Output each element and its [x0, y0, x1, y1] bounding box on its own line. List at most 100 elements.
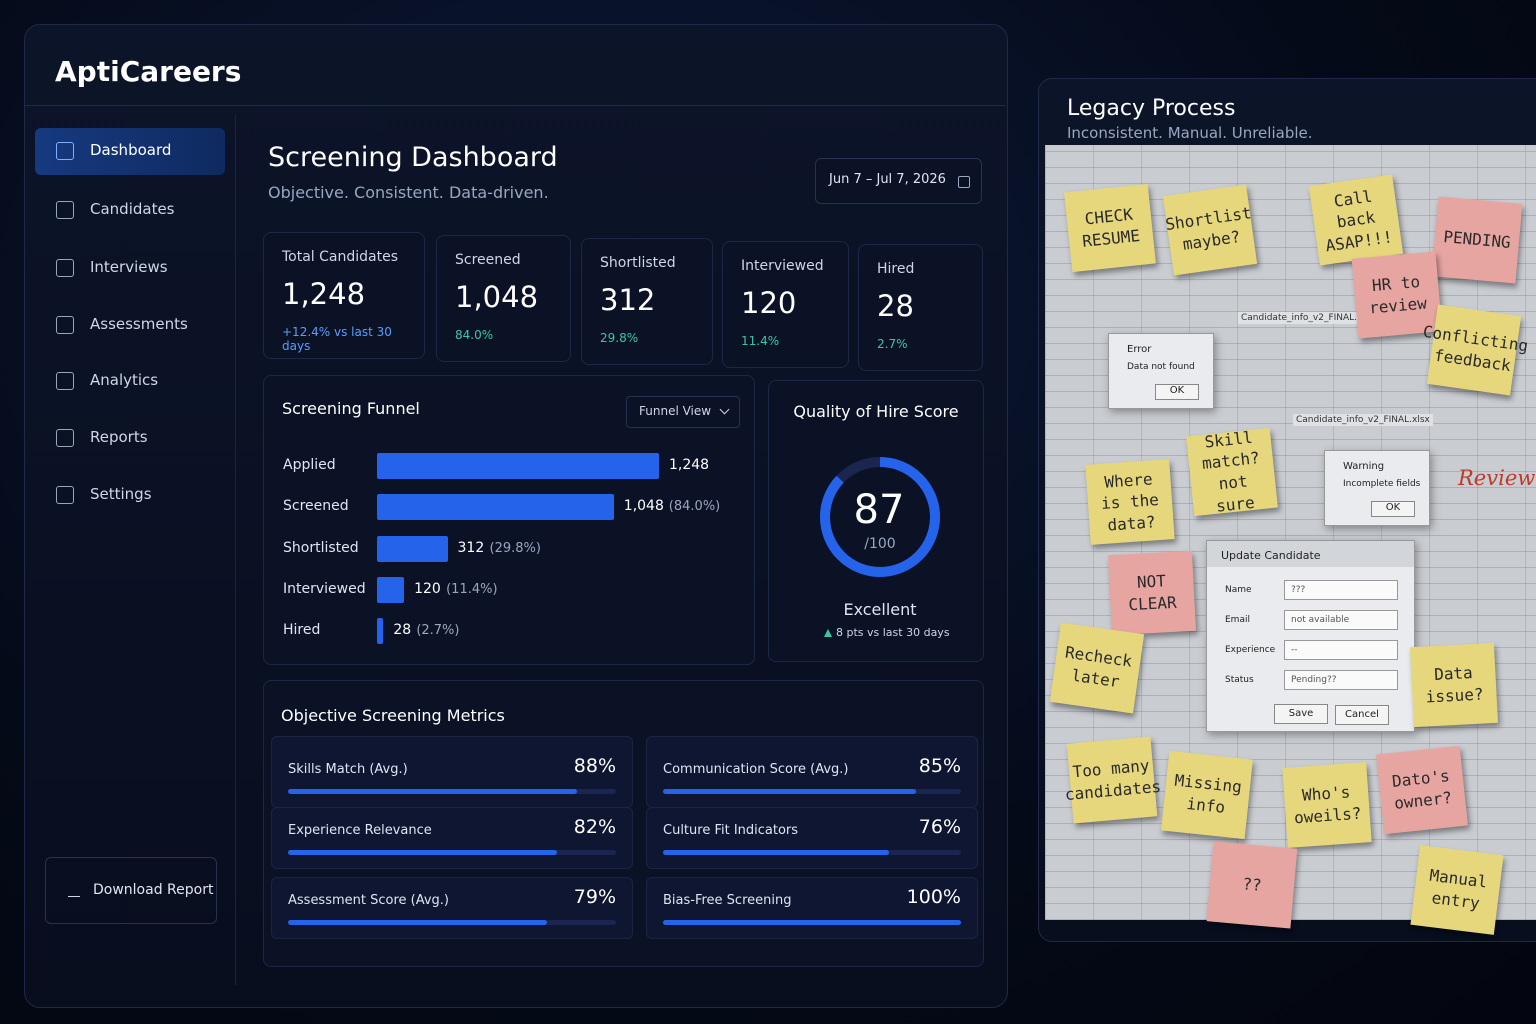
funnel-label: Hired	[283, 622, 321, 639]
field-input: --	[1284, 640, 1398, 660]
dropdown-caret	[719, 404, 730, 415]
download-button[interactable]: Download Report	[45, 857, 217, 924]
metric-value-label: 82%	[573, 816, 616, 838]
metric-value-label: 79%	[573, 886, 616, 908]
metric-bar	[288, 920, 548, 925]
legacy-title: Legacy Process	[1067, 96, 1236, 121]
nav-icon	[56, 429, 74, 447]
field-label: Email	[1225, 615, 1250, 625]
dialog-title: Warning	[1343, 461, 1385, 472]
kpi-note: +12.4% vs last 30 days	[282, 325, 392, 353]
funnel-value-label: 28	[393, 622, 412, 639]
funnel-share: (84.0%)	[668, 499, 721, 515]
metric-bar	[288, 850, 557, 855]
score-ring	[820, 457, 940, 577]
metric-name: Bias-Free Screening	[663, 893, 792, 908]
dialog-message: Data not found	[1127, 362, 1195, 372]
download-icon	[68, 884, 80, 897]
metric-bar	[663, 920, 961, 925]
nav-icon	[56, 316, 74, 334]
nav-item[interactable]: Dashboard	[90, 141, 172, 159]
legacy-subtitle: Inconsistent. Manual. Unreliable.	[1067, 124, 1313, 142]
funnel-bar	[377, 494, 614, 521]
field-input: not available	[1284, 610, 1398, 630]
metric-tile: Communication Score (Avg.) 85%	[646, 736, 978, 808]
nav-icon	[56, 142, 74, 160]
metric-bar	[663, 789, 917, 794]
nav-item[interactable]: Reports	[90, 428, 148, 446]
field-label: Experience	[1225, 645, 1276, 655]
nav-item[interactable]: Analytics	[90, 371, 159, 389]
field-input: ???	[1284, 580, 1398, 600]
save-button[interactable]: Save	[1274, 704, 1328, 724]
nav-icon	[56, 372, 74, 390]
dialog-message: Incomplete fields	[1343, 479, 1421, 489]
metric-name: Experience Relevance	[288, 823, 432, 838]
sticky-note: Who's oweils?	[1282, 762, 1372, 848]
quality-card: Quality of Hire Score 87/100 Excellent 8 pt…	[768, 380, 984, 662]
kpi-value: 1,248	[282, 277, 366, 311]
dialog-title: Error	[1127, 344, 1152, 355]
dialog-title: Update Candidate	[1221, 549, 1321, 562]
metric-name: Culture Fit Indicators	[663, 823, 799, 838]
kpi-label: Total Candidates	[282, 249, 399, 265]
up-arrow	[824, 629, 832, 637]
kpi-label: Shortlisted	[600, 255, 676, 271]
sticky-note: Where is the data?	[1085, 459, 1175, 545]
sticky-note: CHECK RESUME	[1064, 183, 1156, 273]
sticky-note: NOT CLEAR	[1107, 550, 1197, 636]
sticky-note: Shortlist maybe?	[1162, 184, 1258, 276]
dialog-warning: Warning Incomplete fields OK	[1324, 450, 1430, 526]
divider	[235, 115, 236, 985]
kpi-label: Hired	[877, 261, 915, 277]
update-candidate-dialog: Update Candidate Name??? Email not availabl…	[1206, 540, 1415, 732]
metrics-title: Objective Screening Metrics	[281, 706, 505, 725]
nav-item[interactable]: Settings	[90, 485, 152, 503]
nav-icon	[56, 201, 74, 219]
date-picker[interactable]: Jun 7 – Jul 7, 2026	[815, 158, 982, 204]
quality-title: Quality of Hire Score	[793, 402, 959, 421]
funnel-value-label: 312	[457, 539, 485, 556]
sticky-note: Call back ASAP!!!	[1308, 174, 1404, 266]
cancel-button[interactable]: Cancel	[1335, 705, 1389, 725]
kpi-card: Shortlisted 312 29.8%	[581, 238, 713, 365]
field-label: Name	[1225, 585, 1252, 595]
funnel-share: (2.7%)	[416, 623, 460, 639]
kpi-note: 29.8%	[600, 331, 639, 345]
metric-name: Skills Match (Avg.)	[288, 762, 408, 777]
date-range: Jun 7 – Jul 7, 2026	[829, 172, 946, 187]
metric-tile: Bias-Free Screening 100%	[646, 877, 978, 939]
brand: AptiCareers	[55, 55, 242, 88]
dialog-ok[interactable]: OK	[1155, 384, 1199, 400]
funnel-view-dropdown[interactable]: Funnel View	[626, 396, 740, 428]
funnel-bar	[377, 453, 659, 479]
field-label: Status	[1225, 675, 1254, 685]
sticky-note: Recheck later	[1049, 622, 1145, 714]
sticky-note: ??	[1206, 841, 1298, 929]
funnel-bar	[377, 576, 405, 603]
sticky-note: Manual entry	[1410, 845, 1504, 935]
score-change: 8 pts vs last 30 days	[836, 626, 950, 639]
kpi-note: 2.7%	[877, 337, 908, 351]
nav-item[interactable]: Interviews	[90, 258, 168, 276]
nav-icon	[56, 259, 74, 277]
kpi-value: 120	[741, 286, 797, 320]
funnel-title: Screening Funnel	[282, 399, 420, 418]
funnel-label: Applied	[283, 457, 336, 473]
kpi-value: 312	[600, 283, 656, 317]
nav-active-bg	[35, 128, 225, 175]
dialog-ok[interactable]: OK	[1371, 501, 1415, 517]
kpi-note: 11.4%	[741, 334, 780, 348]
funnel-share: (11.4%)	[446, 581, 498, 597]
funnel-label: Interviewed	[283, 580, 366, 597]
kpi-note: 84.0%	[455, 328, 494, 342]
nav-item[interactable]: Assessments	[90, 315, 188, 333]
metric-bar	[288, 789, 577, 794]
field-input: Pending??	[1284, 670, 1398, 690]
dialog-titlebar	[1207, 541, 1414, 567]
kpi-label: Screened	[455, 252, 521, 268]
metric-name: Communication Score (Avg.)	[663, 762, 849, 777]
nav-item[interactable]: Candidates	[90, 200, 175, 218]
kpi-card: Screened 1,048 84.0%	[436, 235, 571, 362]
